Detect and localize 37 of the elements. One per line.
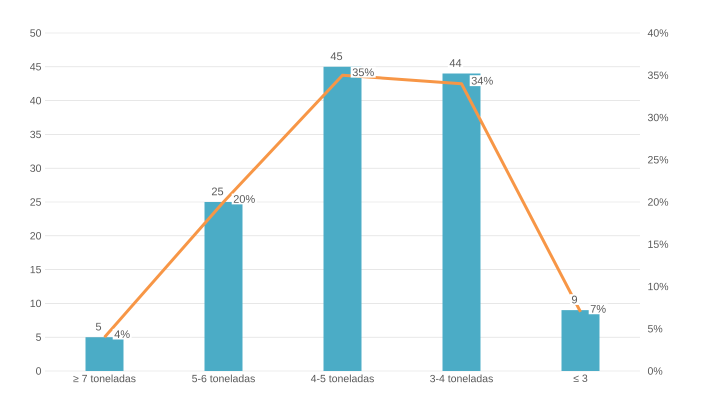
y2-tick-label: 30% bbox=[648, 114, 668, 122]
data-label: 9 bbox=[572, 296, 578, 304]
x-tick-label: ≤ 3 bbox=[574, 374, 588, 382]
y-tick-label: 40 bbox=[30, 96, 42, 104]
y-tick-label: 20 bbox=[30, 232, 42, 240]
y2-tick-label: 10% bbox=[648, 282, 668, 290]
y-tick-label: 45 bbox=[30, 63, 42, 70]
x-tick-label: 4-5 toneladas bbox=[310, 374, 374, 382]
data-label: 44 bbox=[450, 59, 462, 67]
bar bbox=[86, 337, 124, 371]
y2-tick-label: 20% bbox=[648, 198, 668, 206]
y-tick-label: 50 bbox=[30, 29, 42, 37]
x-tick-label: 3-4 toneladas bbox=[430, 374, 493, 382]
y2-tick-label: 15% bbox=[648, 240, 668, 248]
y-tick-label: 10 bbox=[30, 300, 42, 308]
data-label: 20% bbox=[234, 195, 255, 203]
y2-tick-label: 25% bbox=[648, 156, 668, 164]
x-tick-label: ≥ 7 toneladas bbox=[73, 374, 136, 382]
data-label: 7% bbox=[590, 305, 606, 313]
data-label: 4% bbox=[114, 330, 130, 338]
y-tick-label: 35 bbox=[30, 130, 42, 138]
data-label: 45 bbox=[330, 52, 342, 60]
y-tick-label: 25 bbox=[30, 198, 42, 206]
y2-tick-label: 35% bbox=[648, 72, 668, 79]
y2-tick-label: 0% bbox=[648, 367, 662, 375]
data-label: 5 bbox=[96, 322, 102, 331]
y2-tick-label: 5% bbox=[648, 325, 662, 332]
y-tick-label: 15 bbox=[30, 266, 42, 274]
data-label: 34% bbox=[472, 76, 493, 85]
data-label: 25 bbox=[212, 188, 224, 196]
bar bbox=[204, 202, 242, 371]
data-label: 35% bbox=[352, 68, 374, 76]
y2-tick-label: 40% bbox=[648, 29, 668, 37]
y-tick-label: 30 bbox=[30, 164, 42, 172]
x-tick-label: 5-6 toneladas bbox=[192, 374, 255, 382]
y-tick-label: 5 bbox=[36, 334, 42, 341]
y-tick-label: 0 bbox=[36, 367, 42, 375]
